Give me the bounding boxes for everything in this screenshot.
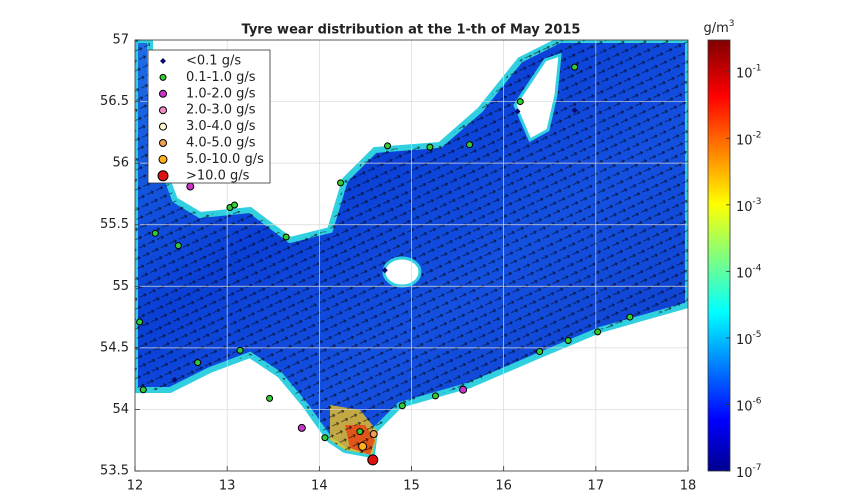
legend-marker bbox=[158, 154, 168, 164]
legend-marker bbox=[159, 139, 167, 147]
map-area bbox=[135, 40, 688, 471]
site bbox=[139, 386, 147, 394]
legend-label: 4.0-5.0 g/s bbox=[186, 136, 256, 151]
site bbox=[381, 267, 388, 274]
legend-label: 1.0-2.0 g/s bbox=[186, 86, 256, 101]
tick-base: 10 bbox=[736, 466, 753, 481]
tick-base: 10 bbox=[736, 399, 753, 414]
y-tick-label: 55.5 bbox=[100, 217, 129, 232]
site bbox=[321, 434, 329, 442]
site bbox=[369, 430, 378, 439]
legend-marker bbox=[157, 170, 169, 182]
site bbox=[358, 441, 368, 451]
site bbox=[459, 385, 468, 394]
tick-exponent: -1 bbox=[753, 63, 762, 73]
tick-base: 10 bbox=[736, 66, 753, 81]
site bbox=[174, 242, 182, 250]
site bbox=[571, 63, 579, 71]
tick-exponent: -3 bbox=[753, 196, 762, 206]
site bbox=[356, 428, 364, 436]
site bbox=[282, 233, 290, 241]
colorbar-tick-label: 10-5 bbox=[736, 329, 762, 347]
site bbox=[564, 336, 572, 344]
y-tick-label: 56.5 bbox=[100, 94, 129, 109]
colorbar-tick-label: 10-2 bbox=[736, 130, 762, 148]
y-tick-label: 54.5 bbox=[100, 340, 129, 355]
legend-label: >10.0 g/s bbox=[186, 168, 250, 183]
site bbox=[571, 107, 578, 114]
x-tick-label: 13 bbox=[219, 479, 236, 494]
y-tick-label: 55 bbox=[112, 279, 129, 294]
sites bbox=[136, 63, 634, 466]
tick-base: 10 bbox=[736, 266, 753, 281]
site bbox=[384, 142, 392, 150]
site bbox=[594, 328, 602, 336]
legend-label: 3.0-4.0 g/s bbox=[186, 119, 256, 134]
y-tick-label: 57 bbox=[112, 33, 129, 48]
legend-marker bbox=[160, 58, 166, 64]
site bbox=[466, 141, 474, 149]
tick-exponent: -4 bbox=[753, 263, 762, 273]
site bbox=[297, 423, 306, 432]
legend-label: <0.1 g/s bbox=[186, 54, 241, 69]
tick-base: 10 bbox=[736, 133, 753, 148]
colorbar-tick-label: 10-7 bbox=[736, 463, 762, 481]
legend-label: 5.0-10.0 g/s bbox=[186, 152, 264, 167]
tick-exponent: -6 bbox=[753, 396, 762, 406]
site bbox=[171, 376, 178, 383]
island bbox=[382, 256, 422, 288]
tick-exponent: -7 bbox=[753, 463, 762, 473]
legend-box bbox=[147, 49, 271, 184]
site bbox=[516, 98, 524, 106]
tick-exponent: -2 bbox=[753, 130, 762, 140]
y-tick-label: 53.5 bbox=[100, 464, 129, 479]
site bbox=[151, 229, 159, 237]
colorbar-tick-label: 10-6 bbox=[736, 396, 762, 414]
colorbar-unit: g/m3 bbox=[703, 19, 734, 36]
legend-marker bbox=[159, 73, 167, 81]
site bbox=[398, 402, 406, 410]
legend-marker bbox=[159, 89, 167, 98]
site bbox=[136, 318, 144, 326]
x-tick-label: 15 bbox=[403, 479, 420, 494]
x-tick-label: 12 bbox=[127, 479, 144, 494]
x-tick-label: 14 bbox=[311, 479, 328, 494]
colorbar-tick-label: 10-1 bbox=[736, 63, 762, 81]
y-tick-label: 54 bbox=[112, 402, 129, 417]
unit-exponent: 3 bbox=[729, 19, 735, 29]
site bbox=[337, 179, 345, 187]
site bbox=[426, 143, 434, 151]
site bbox=[367, 454, 379, 466]
colorbar-ticks: 10-710-610-510-410-310-210-1 bbox=[726, 63, 762, 481]
legend-marker bbox=[159, 122, 167, 131]
legend-label: 0.1-1.0 g/s bbox=[186, 70, 256, 85]
site bbox=[194, 359, 202, 367]
site bbox=[236, 346, 244, 354]
y-tick-label: 56 bbox=[112, 156, 129, 171]
site bbox=[231, 201, 239, 209]
site bbox=[186, 182, 195, 191]
legend: <0.1 g/s0.1-1.0 g/s1.0-2.0 g/s 2.0-3.0 g/… bbox=[147, 49, 271, 184]
legend-marker bbox=[159, 106, 167, 115]
x-tick-label: 17 bbox=[588, 479, 605, 494]
tick-exponent: -5 bbox=[753, 329, 762, 339]
site bbox=[536, 348, 544, 356]
map-title: Tyre wear distribution at the 1-th of Ma… bbox=[242, 23, 581, 38]
x-tick-label: 16 bbox=[495, 479, 512, 494]
colorbar bbox=[707, 39, 731, 472]
colorbar-tick-label: 10-3 bbox=[736, 196, 762, 214]
site bbox=[431, 392, 439, 400]
site bbox=[514, 108, 521, 115]
legend-label: 2.0-3.0 g/s bbox=[186, 103, 256, 118]
tick-base: 10 bbox=[736, 332, 753, 347]
x-tick-label: 18 bbox=[680, 479, 697, 494]
colorbar-tick-label: 10-4 bbox=[736, 263, 762, 281]
tick-base: 10 bbox=[736, 199, 753, 214]
axes: 12 13 14 15 16 17 18 53.5 54 54.5 55 55.5 56 56.5 57 bbox=[100, 33, 696, 494]
island bbox=[513, 52, 562, 143]
site bbox=[266, 394, 274, 402]
site bbox=[626, 313, 634, 321]
unit: g/m bbox=[703, 21, 728, 36]
